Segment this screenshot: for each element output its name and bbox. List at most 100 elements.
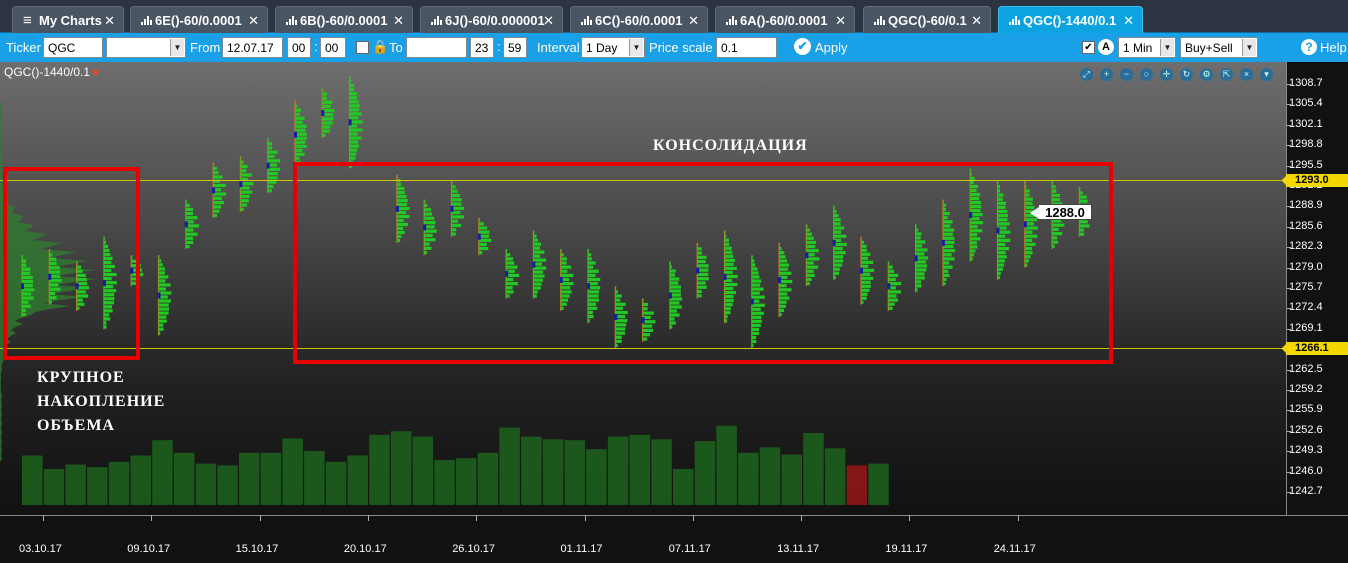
apply-icon[interactable]: ✔ bbox=[794, 38, 811, 55]
candle-profile bbox=[697, 268, 709, 272]
candle-profile bbox=[751, 335, 757, 340]
settings-icon[interactable]: ⚙ bbox=[1200, 68, 1213, 81]
ticker-select[interactable]: ▼ bbox=[106, 37, 186, 58]
candle-profile bbox=[451, 193, 460, 198]
tab-1[interactable]: 6E()-60/0.0001 ✕ bbox=[130, 6, 268, 33]
help-button[interactable]: Help bbox=[1320, 40, 1347, 55]
tab-label: 6J()-60/0.000001 bbox=[445, 12, 545, 28]
candle-profile bbox=[915, 232, 922, 236]
zoom-reset-icon[interactable]: ○ bbox=[1140, 68, 1153, 81]
candle-profile bbox=[888, 286, 896, 290]
candle-profile bbox=[295, 116, 305, 120]
candle-profile bbox=[751, 311, 764, 315]
close-tab-icon[interactable]: ✕ bbox=[248, 13, 259, 28]
candle-profile bbox=[888, 273, 899, 277]
volume-bar bbox=[217, 465, 238, 505]
candle-profile bbox=[669, 297, 683, 301]
candle-profile bbox=[751, 279, 762, 283]
candle-profile bbox=[615, 331, 626, 335]
ticker-input[interactable]: QGC bbox=[43, 37, 103, 58]
expand-icon[interactable]: ⇱ bbox=[1220, 68, 1233, 81]
close-icon[interactable]: × bbox=[1240, 68, 1253, 81]
to-date-input[interactable] bbox=[406, 37, 467, 58]
candle-profile bbox=[533, 262, 542, 266]
candle-profile bbox=[997, 255, 1007, 259]
candle-profile bbox=[997, 205, 1006, 209]
support-line[interactable] bbox=[0, 348, 1286, 349]
candle-profile bbox=[915, 272, 925, 276]
candle-profile bbox=[915, 252, 925, 256]
close-tab-icon[interactable]: ✕ bbox=[1123, 13, 1134, 28]
timeframe-select[interactable]: 1 Min ▼ bbox=[1118, 37, 1176, 58]
candle-profile bbox=[806, 232, 812, 236]
chevron-down-icon: ▼ bbox=[1160, 39, 1174, 56]
candle-poc bbox=[696, 267, 700, 274]
tab-2[interactable]: 6B()-60/0.0001 ✕ bbox=[275, 6, 413, 33]
candle-profile bbox=[103, 305, 113, 309]
candle-profile bbox=[697, 294, 702, 298]
y-tick-label: 1249.3 bbox=[1289, 444, 1323, 457]
tab-5[interactable]: 6A()-60/0.0001 ✕ bbox=[715, 6, 855, 33]
collapse-icon[interactable]: ▾ bbox=[1260, 68, 1273, 81]
lock-icon[interactable]: 🔒 bbox=[372, 39, 389, 54]
close-tab-icon[interactable]: ✕ bbox=[835, 13, 846, 28]
price-axis[interactable] bbox=[1286, 62, 1348, 515]
to-minute-input[interactable]: 59 bbox=[503, 37, 527, 58]
candle-poc bbox=[614, 314, 618, 321]
candle-profile bbox=[615, 306, 623, 310]
side-select[interactable]: Buy+Sell ▼ bbox=[1180, 37, 1258, 58]
candle-profile bbox=[915, 248, 928, 252]
candle-profile bbox=[131, 281, 139, 285]
from-hour-input[interactable]: 00 bbox=[287, 37, 311, 58]
interval-select[interactable]: 1 Day ▼ bbox=[581, 37, 645, 58]
from-minute-input[interactable]: 00 bbox=[320, 37, 346, 58]
candle-profile bbox=[213, 201, 224, 205]
candle-profile bbox=[131, 259, 138, 263]
help-icon[interactable]: ? bbox=[1301, 39, 1317, 55]
volume-bar bbox=[564, 440, 585, 505]
crosshair-icon[interactable]: ✛ bbox=[1160, 68, 1173, 81]
close-tab-icon[interactable]: ✕ bbox=[393, 13, 404, 28]
tab-7[interactable]: QGC()-1440/0.1 ✕ bbox=[998, 6, 1143, 33]
zoom-in-icon[interactable]: + bbox=[1100, 68, 1113, 81]
zoom-fit-icon[interactable]: ⤢ bbox=[1080, 68, 1093, 81]
candle-profile bbox=[724, 282, 738, 287]
candle-profile bbox=[267, 159, 281, 163]
tab-0[interactable]: ≡ My Charts ✕ bbox=[12, 6, 124, 33]
apply-button[interactable]: Apply bbox=[815, 40, 848, 55]
from-date-input[interactable]: 12.07.17 bbox=[222, 37, 283, 58]
refresh-icon[interactable]: ↻ bbox=[1180, 68, 1193, 81]
to-hour-input[interactable]: 23 bbox=[470, 37, 494, 58]
candle-profile bbox=[322, 125, 331, 129]
candle-profile bbox=[970, 229, 983, 233]
auto-checkbox[interactable]: ✔ bbox=[1082, 41, 1095, 54]
candle-profile bbox=[349, 148, 358, 152]
close-tab-icon[interactable]: ✕ bbox=[688, 13, 699, 28]
candle-profile bbox=[158, 287, 167, 291]
candle-profile bbox=[76, 302, 85, 306]
zoom-out-icon[interactable]: − bbox=[1120, 68, 1133, 81]
tab-4[interactable]: 6C()-60/0.0001 ✕ bbox=[570, 6, 708, 33]
candle-profile bbox=[779, 284, 787, 288]
to-enable-checkbox[interactable] bbox=[356, 41, 369, 54]
candle-poc bbox=[450, 205, 454, 212]
close-tab-icon[interactable]: ✕ bbox=[543, 13, 554, 28]
candle-poc bbox=[723, 273, 727, 280]
auto-scale-icon[interactable]: A bbox=[1098, 39, 1114, 55]
candle-profile bbox=[22, 292, 32, 296]
candle-profile bbox=[396, 218, 404, 223]
close-tab-icon[interactable]: ✕ bbox=[971, 13, 982, 28]
candle-profile bbox=[997, 189, 1001, 193]
tab-3[interactable]: 6J()-60/0.000001 ✕ bbox=[420, 6, 563, 33]
candle-profile bbox=[697, 281, 706, 285]
tab-6[interactable]: QGC()-60/0.1 ✕ bbox=[863, 6, 991, 33]
candle-profile bbox=[861, 272, 871, 276]
close-tab-icon[interactable]: ✕ bbox=[104, 13, 115, 28]
candle-profile bbox=[424, 242, 430, 246]
star-icon[interactable]: ★ bbox=[90, 65, 101, 79]
candle-profile bbox=[103, 277, 112, 281]
time-axis[interactable] bbox=[0, 515, 1348, 563]
price-scale-input[interactable]: 0.1 bbox=[716, 37, 777, 58]
candle-profile bbox=[267, 184, 274, 189]
resistance-line[interactable] bbox=[0, 180, 1286, 181]
